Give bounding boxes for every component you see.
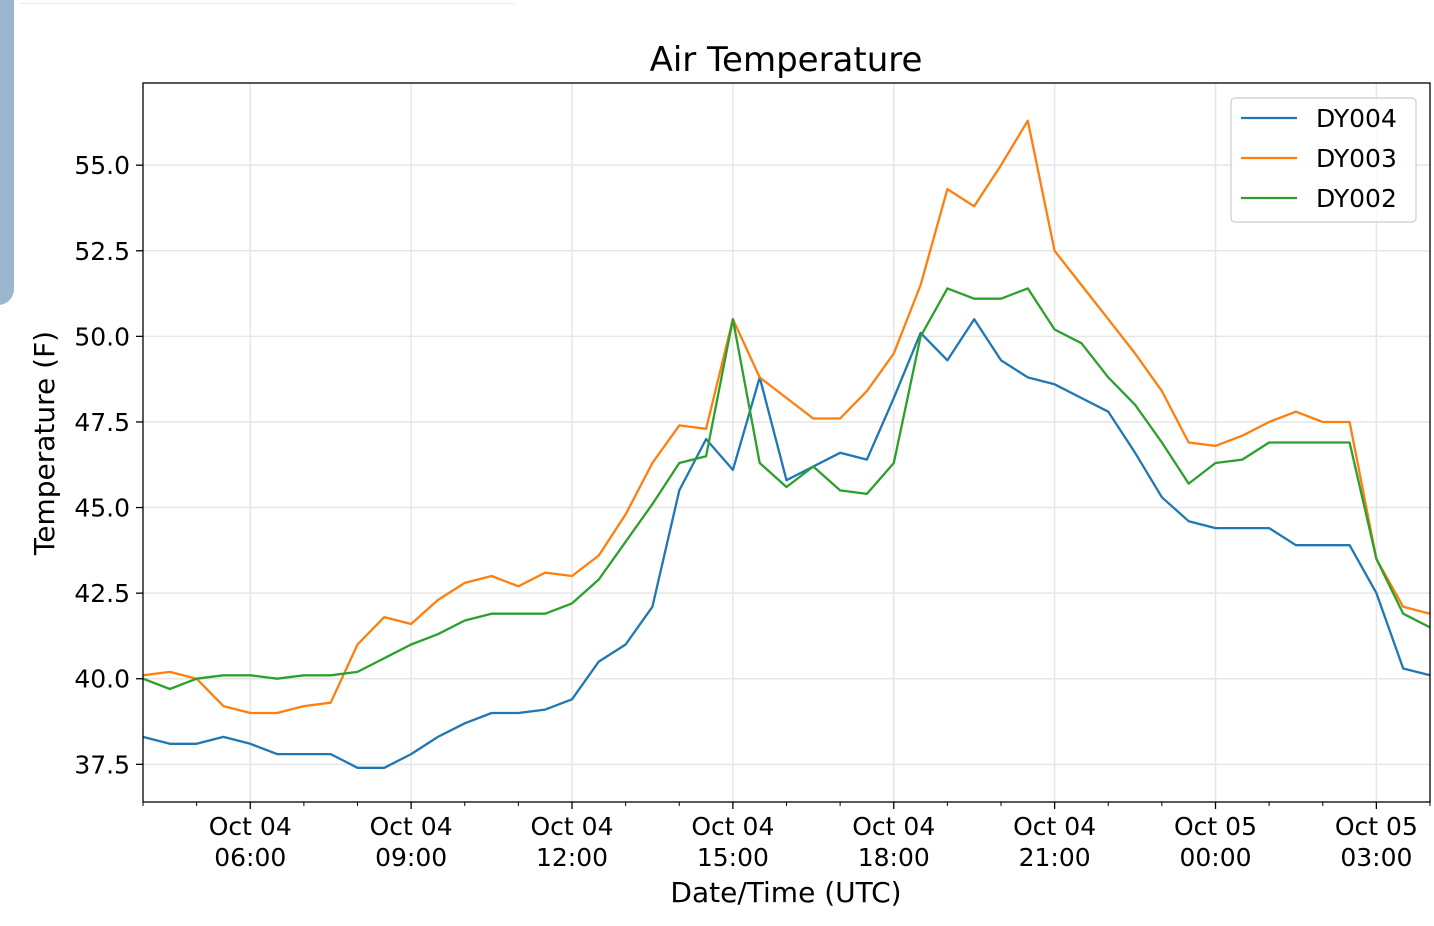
y-tick-label: 42.5 bbox=[74, 579, 130, 608]
x-tick-label: Oct 04 15:00 bbox=[691, 812, 774, 872]
x-tick-label-time: 12:00 bbox=[536, 843, 608, 872]
legend: DY004 DY003 DY002 bbox=[1230, 97, 1417, 223]
x-tick-label-time: 00:00 bbox=[1179, 843, 1251, 872]
y-tick-label: 45.0 bbox=[74, 494, 130, 523]
x-tick-label: Oct 04 21:00 bbox=[1013, 812, 1096, 872]
x-tick-label: Oct 05 00:00 bbox=[1174, 812, 1257, 872]
x-tick-label: Oct 04 12:00 bbox=[531, 812, 614, 872]
series-lines bbox=[142, 119, 1431, 769]
y-tick-label: 37.5 bbox=[74, 750, 130, 779]
x-tick-label: Oct 05 03:00 bbox=[1335, 812, 1418, 872]
x-tick-label: Oct 04 09:00 bbox=[370, 812, 453, 872]
x-tick-label-time: 15:00 bbox=[697, 843, 769, 872]
x-tick-label: Oct 04 06:00 bbox=[209, 812, 292, 872]
y-tick-label: 40.0 bbox=[74, 665, 130, 694]
y-axis-label: Temperature (F) bbox=[28, 331, 61, 556]
x-tick-label-date: Oct 04 bbox=[370, 812, 453, 841]
chart-title: Air Temperature bbox=[650, 40, 923, 80]
series-line-dy003 bbox=[142, 119, 1431, 715]
x-tick-label-time: 03:00 bbox=[1340, 843, 1412, 872]
x-axis-label: Date/Time (UTC) bbox=[670, 876, 901, 909]
y-tick-label: 50.0 bbox=[74, 322, 130, 351]
y-tick-label: 55.0 bbox=[74, 151, 130, 180]
x-tick-label: Oct 04 18:00 bbox=[852, 812, 935, 872]
series-line-dy004 bbox=[142, 318, 1431, 769]
x-tick-label-time: 18:00 bbox=[858, 843, 930, 872]
x-tick-label-date: Oct 04 bbox=[209, 812, 292, 841]
x-tick-label-date: Oct 04 bbox=[1013, 812, 1096, 841]
x-tick-label-date: Oct 05 bbox=[1335, 812, 1418, 841]
x-tick-label-date: Oct 04 bbox=[531, 812, 614, 841]
legend-box bbox=[1230, 97, 1417, 223]
legend-label-dy003: DY003 bbox=[1316, 144, 1397, 173]
series-line-dy002 bbox=[142, 287, 1431, 691]
top-divider bbox=[20, 3, 515, 4]
legend-label-dy004: DY004 bbox=[1316, 104, 1397, 133]
grid bbox=[143, 83, 1430, 802]
x-tick-label-time: 21:00 bbox=[1019, 843, 1091, 872]
x-tick-label-time: 09:00 bbox=[375, 843, 447, 872]
side-panel-edge bbox=[0, 0, 14, 305]
x-tick-label-date: Oct 04 bbox=[852, 812, 935, 841]
y-tick-label: 52.5 bbox=[74, 237, 130, 266]
legend-label-dy002: DY002 bbox=[1316, 184, 1397, 213]
x-tick-label-date: Oct 04 bbox=[691, 812, 774, 841]
y-tick-label: 47.5 bbox=[74, 408, 130, 437]
x-tick-label-date: Oct 05 bbox=[1174, 812, 1257, 841]
x-tick-label-time: 06:00 bbox=[214, 843, 286, 872]
